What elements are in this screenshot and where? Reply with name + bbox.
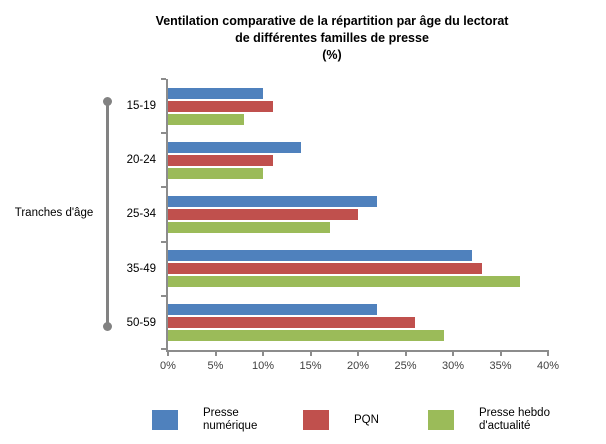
bracket-dot-bottom: [103, 322, 112, 331]
bar-pqn-25-34: [168, 208, 358, 220]
category-axis-labels: 15-19 20-24 25-34 35-49 50-59: [96, 79, 156, 350]
bar-group-15-19: [168, 79, 548, 133]
legend-label-presse-numerique: Presse numérique: [203, 407, 258, 432]
bar-group-25-34: [168, 187, 548, 241]
chart-title-line-2: de différentes familles de presse: [235, 31, 429, 45]
y-axis-tick-2: [161, 186, 166, 189]
age-axis-bracket-line: [103, 97, 112, 331]
category-label-15-19: 15-19: [126, 100, 156, 113]
bar-presse-numerique-15-19: [168, 87, 263, 99]
y-axis-tick-1: [161, 132, 166, 135]
x-axis-line: [166, 350, 549, 352]
x-axis-tick-35%: [499, 352, 502, 356]
plot-area: [161, 78, 549, 356]
bar-presse-numerique-35-49: [168, 250, 472, 262]
legend-item-pqn: PQN: [303, 405, 414, 435]
x-axis-tick-0%: [167, 352, 169, 356]
x-tick-label-40%: 40%: [536, 360, 560, 372]
x-axis-tick-40%: [547, 352, 549, 356]
bar-group-20-24: [168, 133, 548, 187]
x-tick-label-10%: 10%: [251, 360, 275, 372]
legend-item-presse-hebdo-d-actualite: Presse hebdo d'actualité: [428, 405, 574, 435]
legend: Presse numérique PQN Presse hebdo d'actual…: [0, 405, 606, 439]
bar-presse-hebdo-d-actualite-20-24: [168, 167, 263, 179]
x-tick-label-15%: 15%: [299, 360, 322, 372]
x-tick-label-0%: 0%: [160, 360, 176, 372]
legend-item-presse-numerique: Presse numérique: [152, 405, 269, 435]
legend-swatch-presse-numerique: [152, 410, 178, 430]
bracket-dot-top: [103, 97, 112, 106]
y-axis-title: Tranches d'âge: [14, 207, 94, 219]
x-axis-tick-15%: [309, 352, 312, 356]
x-tick-label-20%: 20%: [346, 360, 370, 372]
x-tick-label-35%: 35%: [489, 360, 512, 372]
chart-title-line-1: Ventilation comparative de la répartitio…: [155, 14, 509, 28]
x-axis-tick-10%: [262, 352, 264, 356]
x-axis-tick-30%: [452, 352, 454, 356]
x-axis-tick-labels: 0% 5% 10% 15% 20% 25% 30% 35% 40%: [160, 360, 559, 374]
legend-swatch-pqn: [303, 410, 329, 430]
bar-presse-hebdo-d-actualite-25-34: [168, 221, 330, 233]
chart-title-line-3: (%): [322, 48, 342, 62]
bar-group-50-59: [168, 296, 548, 350]
category-label-50-59: 50-59: [126, 316, 156, 329]
chart-title: Ventilation comparative de la répartitio…: [62, 13, 602, 64]
bar-presse-numerique-50-59: [168, 304, 377, 316]
bar-presse-numerique-25-34: [168, 195, 377, 207]
x-tick-label-30%: 30%: [441, 360, 465, 372]
bar-pqn-50-59: [168, 317, 415, 329]
y-axis-tick-3: [161, 240, 166, 243]
category-label-20-24: 20-24: [126, 154, 156, 167]
y-axis-tick-4: [161, 294, 166, 297]
bar-presse-hebdo-d-actualite-15-19: [168, 113, 244, 125]
legend-label-pqn: PQN: [354, 413, 379, 426]
y-axis-tick-0: [161, 78, 166, 80]
bar-presse-hebdo-d-actualite-50-59: [168, 330, 444, 342]
category-label-35-49: 35-49: [126, 262, 156, 275]
legend-swatch-presse-hebdo-d-actualite: [428, 410, 454, 430]
bar-presse-numerique-20-24: [168, 141, 301, 153]
x-axis-tick-20%: [357, 352, 359, 356]
x-tick-label-25%: 25%: [394, 360, 417, 372]
y-axis-tick-5: [161, 348, 166, 350]
bar-group-35-49: [168, 242, 548, 296]
bar-pqn-15-19: [168, 100, 273, 112]
legend-label-presse-hebdo-d-actualite: Presse hebdo d'actualité: [479, 407, 550, 432]
bar-pqn-35-49: [168, 263, 482, 275]
bar-presse-hebdo-d-actualite-35-49: [168, 276, 520, 288]
x-axis-tick-25%: [404, 352, 407, 356]
bar-pqn-20-24: [168, 154, 273, 166]
x-tick-label-5%: 5%: [207, 360, 224, 372]
y-axis-line: [166, 79, 168, 352]
x-axis-tick-5%: [214, 352, 217, 356]
category-label-25-34: 25-34: [126, 208, 156, 221]
